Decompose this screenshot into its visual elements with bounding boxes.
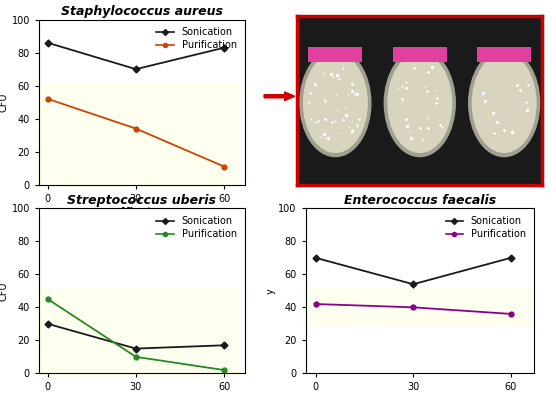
X-axis label: Minutes: Minutes bbox=[120, 206, 164, 217]
Legend: Sonication, Purification: Sonication, Purification bbox=[153, 213, 240, 242]
FancyBboxPatch shape bbox=[477, 47, 531, 62]
Y-axis label: y: y bbox=[266, 288, 276, 294]
FancyBboxPatch shape bbox=[36, 288, 242, 376]
Y-axis label: CFU: CFU bbox=[0, 92, 9, 112]
Legend: Sonication, Purification: Sonication, Purification bbox=[443, 213, 529, 242]
Title: Staphylococcus aureus: Staphylococcus aureus bbox=[61, 6, 223, 18]
Ellipse shape bbox=[469, 50, 540, 156]
FancyBboxPatch shape bbox=[302, 288, 530, 327]
Title: Streptococcus uberis: Streptococcus uberis bbox=[67, 194, 216, 207]
Legend: Sonication, Purification: Sonication, Purification bbox=[153, 24, 240, 53]
Ellipse shape bbox=[384, 50, 455, 156]
FancyBboxPatch shape bbox=[393, 47, 446, 62]
FancyBboxPatch shape bbox=[36, 83, 242, 188]
Title: Enterococcus faecalis: Enterococcus faecalis bbox=[344, 194, 496, 207]
FancyBboxPatch shape bbox=[309, 47, 363, 62]
Ellipse shape bbox=[388, 54, 451, 152]
Ellipse shape bbox=[473, 54, 536, 152]
Ellipse shape bbox=[300, 50, 371, 156]
Ellipse shape bbox=[304, 54, 367, 152]
Y-axis label: CFU: CFU bbox=[0, 281, 9, 301]
